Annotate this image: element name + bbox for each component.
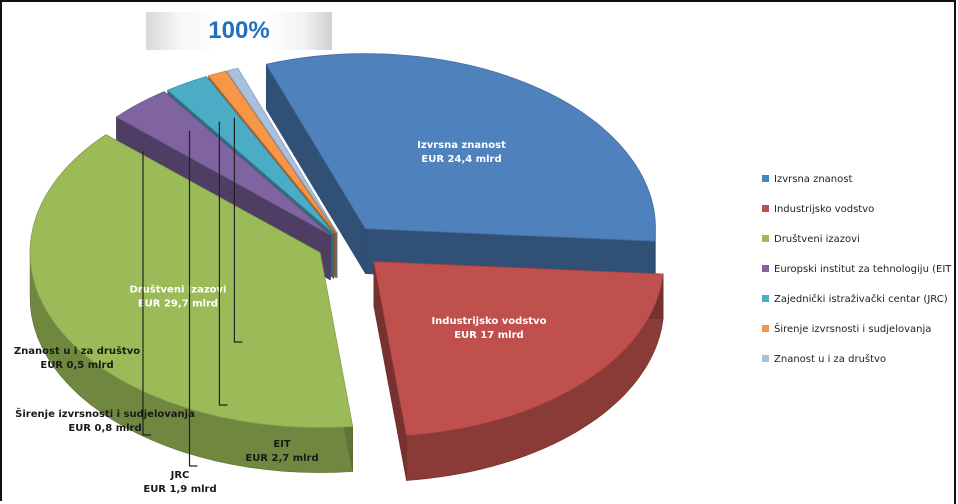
data-label-industrijsko-vodstvo-line-1: EUR 17 mlrd (454, 330, 523, 341)
slice-industrijsko-vodstvo (373, 261, 664, 436)
leader-znanost-u-i-za-drustvo (233, 117, 243, 343)
legend-swatch-izvrsna-znanost (762, 175, 769, 182)
slice-drustveni-izazovi (29, 134, 354, 429)
slice-izvrsna-znanost (265, 53, 656, 242)
slice-europski-institut-za-tehnologiju-eit (115, 91, 331, 236)
legend: Izvrsna znanost Industrijsko vodstvo Društ… (762, 174, 952, 365)
slice-zajednicki-istrazivacki-centar-jrc (166, 75, 335, 234)
leader-sirenje-izvrsnosti-i-sudjelovanja (218, 121, 228, 406)
slice-znanost-u-i-za-drustvo (226, 67, 338, 233)
leader-jrc (188, 130, 198, 467)
data-label-jrc-line-1: EUR 1,9 mlrd (143, 484, 216, 495)
data-label-izvrsna-znanost-line-1: EUR 24,4 mlrd (421, 154, 501, 165)
data-label-eit-line-0: EIT (273, 439, 291, 450)
zoom-label: 100% (208, 17, 270, 44)
data-label-layer: Izvrsna znanost EUR 24,4 mlrd Industrijsko… (14, 117, 547, 495)
legend-swatch-europski-institut-za-tehnologiju-eit (762, 265, 769, 272)
leader-eit (142, 151, 151, 436)
data-label-znanost-u-i-za-drustvo-line-0: Znanost u i za društvo (14, 345, 140, 357)
legend-item-zajednicki-istrazivacki-centar-jrc: Zajednički istraživački centar (JRC) (774, 293, 948, 305)
legend-swatch-drustveni-izazovi (762, 235, 769, 242)
data-label-sirenje-izvrsnosti-i-sudjelovanja-line-0: Širenje izvrsnosti i sudjelovanja (15, 407, 195, 420)
legend-item-europski-institut-za-tehnologiju-eit: Europski institut za tehnologiju (EIT (774, 264, 952, 275)
legend-swatch-zajednicki-istrazivacki-centar-jrc (762, 295, 769, 302)
pie-top-layer (29, 53, 664, 436)
data-label-izvrsna-znanost-line-0: Izvrsna znanost (417, 140, 506, 151)
legend-item-sirenje-izvrsnosti-i-sudjelovanja: Širenje izvrsnosti i sudjelovanja (774, 322, 931, 335)
legend-swatch-industrijsko-vodstvo (762, 205, 769, 212)
data-label-eit-line-1: EUR 2,7 mlrd (245, 453, 318, 464)
legend-item-izvrsna-znanost: Izvrsna znanost (774, 174, 852, 185)
legend-swatch-sirenje-izvrsnosti-i-sudjelovanja (762, 325, 769, 332)
data-label-jrc-line-0: JRC (170, 470, 190, 481)
legend-item-znanost-u-i-za-drustvo: Znanost u i za društvo (774, 353, 886, 365)
data-label-industrijsko-vodstvo-line-0: Industrijsko vodstvo (431, 316, 546, 327)
legend-item-drustveni-izazovi: Društveni izazovi (774, 233, 860, 245)
legend-swatch-znanost-u-i-za-drustvo (762, 355, 769, 362)
data-label-drustveni-izazovi-line-0: Društveni izazovi (129, 283, 226, 295)
legend-item-industrijsko-vodstvo: Industrijsko vodstvo (774, 204, 874, 215)
zoom-badge: 100% (146, 12, 332, 50)
slice-sirenje-izvrsnosti-i-sudjelovanja (207, 70, 337, 234)
frame-right-border (954, 0, 956, 504)
data-label-drustveni-izazovi-line-1: EUR 29,7 mlrd (138, 298, 218, 309)
data-label-sirenje-izvrsnosti-i-sudjelovanja-line-1: EUR 0,8 mlrd (68, 423, 141, 434)
data-label-znanost-u-i-za-drustvo-line-1: EUR 0,5 mlrd (40, 360, 113, 371)
